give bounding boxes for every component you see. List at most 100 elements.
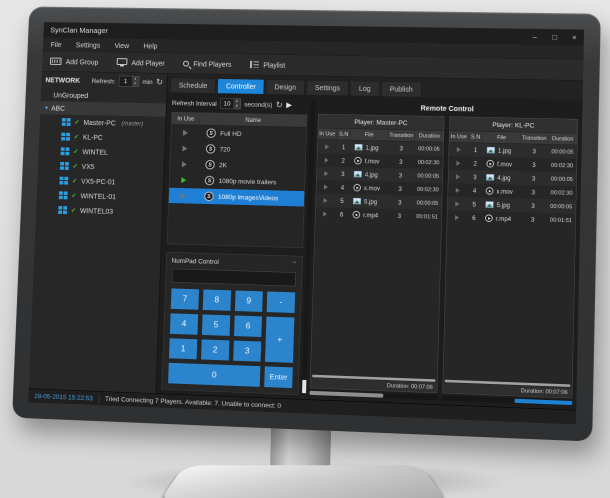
menu-view[interactable]: View (114, 41, 130, 50)
menu-help[interactable]: Help (143, 41, 158, 50)
video-file-icon (352, 210, 361, 219)
scrollbar-thumb[interactable] (514, 398, 573, 406)
run-play-icon[interactable]: ▶ (286, 100, 293, 110)
tab-settings[interactable]: Settings (306, 79, 349, 96)
key-8[interactable]: 8 (202, 289, 231, 311)
interval-unit-label: second(s) (244, 100, 273, 109)
spinner-down-icon[interactable]: ▾ (235, 104, 238, 108)
network-refresh-icon[interactable]: ↻ (155, 77, 164, 87)
key-5[interactable]: 5 (201, 314, 231, 336)
key-7[interactable]: 7 (170, 288, 199, 310)
key-4[interactable]: 4 (169, 313, 199, 335)
find-players-button[interactable]: Find Players (183, 59, 232, 68)
add-group-icon (49, 57, 62, 65)
online-check-icon: ✓ (74, 118, 80, 126)
refresh-interval-spinner[interactable]: 10 ▴ ▾ (219, 98, 241, 110)
network-refresh-spinner[interactable]: 1 ▴ ▾ (118, 75, 140, 87)
image-file-icon (486, 146, 495, 154)
key-plus[interactable]: + (265, 316, 295, 363)
windows-logo-icon (58, 206, 68, 215)
online-check-icon: ✓ (73, 132, 80, 141)
in-use-play-icon (456, 174, 461, 180)
in-use-play-icon (324, 170, 329, 176)
in-use-play-icon (456, 146, 461, 153)
interval-refresh-icon[interactable]: ↻ (275, 99, 283, 110)
video-file-icon (354, 156, 362, 165)
windows-logo-icon (60, 147, 70, 156)
tab-schedule[interactable]: Schedule (170, 77, 216, 94)
menu-file[interactable]: File (50, 40, 62, 49)
maximize-button[interactable]: □ (552, 32, 557, 42)
player-table-master-pc: Player: Master-PC In Use S.N File Transi… (309, 113, 445, 394)
add-player-button[interactable]: Add Player (116, 57, 165, 68)
spinner-down-icon[interactable]: ▾ (134, 81, 137, 86)
playlist-button[interactable]: Playlist (249, 60, 285, 69)
schedule-icon (204, 191, 214, 202)
windows-logo-icon (58, 191, 68, 200)
image-file-icon (353, 170, 362, 178)
tab-controller[interactable]: Controller (217, 78, 265, 95)
playlist-icon (249, 60, 260, 69)
schedule-table: In Use Name Full HD 720 (166, 111, 308, 249)
numpad-input[interactable] (171, 268, 296, 287)
collapse-chevron-icon[interactable]: ⌃ (291, 260, 298, 268)
status-message: Tried Connecting 7 Players. Available: 7… (104, 394, 282, 410)
menu-settings[interactable]: Settings (75, 40, 101, 49)
scrollbar-thumb[interactable] (309, 390, 384, 398)
minimize-button[interactable]: – (532, 32, 537, 42)
in-use-play-icon (455, 187, 460, 193)
in-use-play-icon (456, 160, 461, 166)
online-check-icon: ✓ (71, 191, 77, 200)
column-header-transition: Transition (520, 132, 549, 145)
refresh-interval-label: Refresh Interval (171, 98, 217, 108)
add-group-button[interactable]: Add Group (49, 57, 98, 66)
in-use-play-icon (182, 145, 188, 152)
app-title: SynClan Manager (50, 25, 109, 35)
remote-control-panel: Remote Control Player: Master-PC In Use … (309, 100, 579, 406)
in-use-play-icon (323, 197, 328, 203)
in-use-play-icon (180, 192, 186, 199)
schedule-icon (204, 175, 215, 186)
in-use-play-icon (323, 211, 328, 217)
online-check-icon: ✓ (73, 147, 79, 156)
schedule-row[interactable]: 1080p ImagesVideos (168, 187, 305, 208)
key-6[interactable]: 6 (233, 315, 263, 337)
key-1[interactable]: 1 (168, 338, 198, 360)
add-player-icon (116, 57, 128, 65)
column-header-duration: Duration (418, 132, 440, 140)
in-use-play-icon (325, 144, 330, 150)
video-file-icon (353, 183, 362, 192)
key-2[interactable]: 2 (200, 339, 230, 361)
key-0[interactable]: 0 (168, 362, 261, 387)
column-header-in-use: In Use (317, 128, 338, 140)
scrollbar-thumb[interactable] (302, 379, 307, 394)
online-check-icon: ✓ (70, 206, 77, 214)
network-panel: NETWORK Refresh: 1 ▴ ▾ min ↻ UnGrouped (28, 71, 169, 394)
column-header-in-use: In Use (171, 112, 201, 125)
column-header-in-use: In Use (449, 130, 469, 143)
key-enter[interactable]: Enter (264, 366, 293, 389)
video-file-icon (485, 187, 494, 195)
key-3[interactable]: 3 (232, 340, 262, 362)
in-use-play-icon (181, 161, 187, 168)
refresh-label: Refresh: (91, 76, 116, 85)
column-header-file: File (350, 128, 389, 141)
schedule-icon (206, 128, 216, 138)
chevron-down-icon[interactable]: ▾ (45, 105, 48, 111)
key-9[interactable]: 9 (234, 290, 263, 312)
close-button[interactable]: × (572, 33, 577, 42)
tab-publish[interactable]: Publish (380, 81, 422, 97)
master-suffix: (master) (121, 119, 144, 128)
in-use-play-icon (324, 157, 329, 163)
monitor-screen: SynClan Manager – □ × File Settings View… (28, 22, 585, 425)
tab-log[interactable]: Log (350, 80, 380, 97)
in-use-play-icon (454, 214, 460, 220)
column-header-sn: S.N (468, 131, 484, 143)
online-check-icon: ✓ (71, 176, 78, 185)
tab-design[interactable]: Design (265, 79, 305, 95)
column-header-sn: S.N (336, 128, 352, 140)
key-minus[interactable]: - (266, 291, 296, 313)
status-timestamp: 28-05-2015 15:22:53 (34, 392, 93, 402)
image-file-icon (485, 201, 494, 208)
tree-player-wintel03[interactable]: ✓ WINTEL03 (36, 202, 162, 220)
